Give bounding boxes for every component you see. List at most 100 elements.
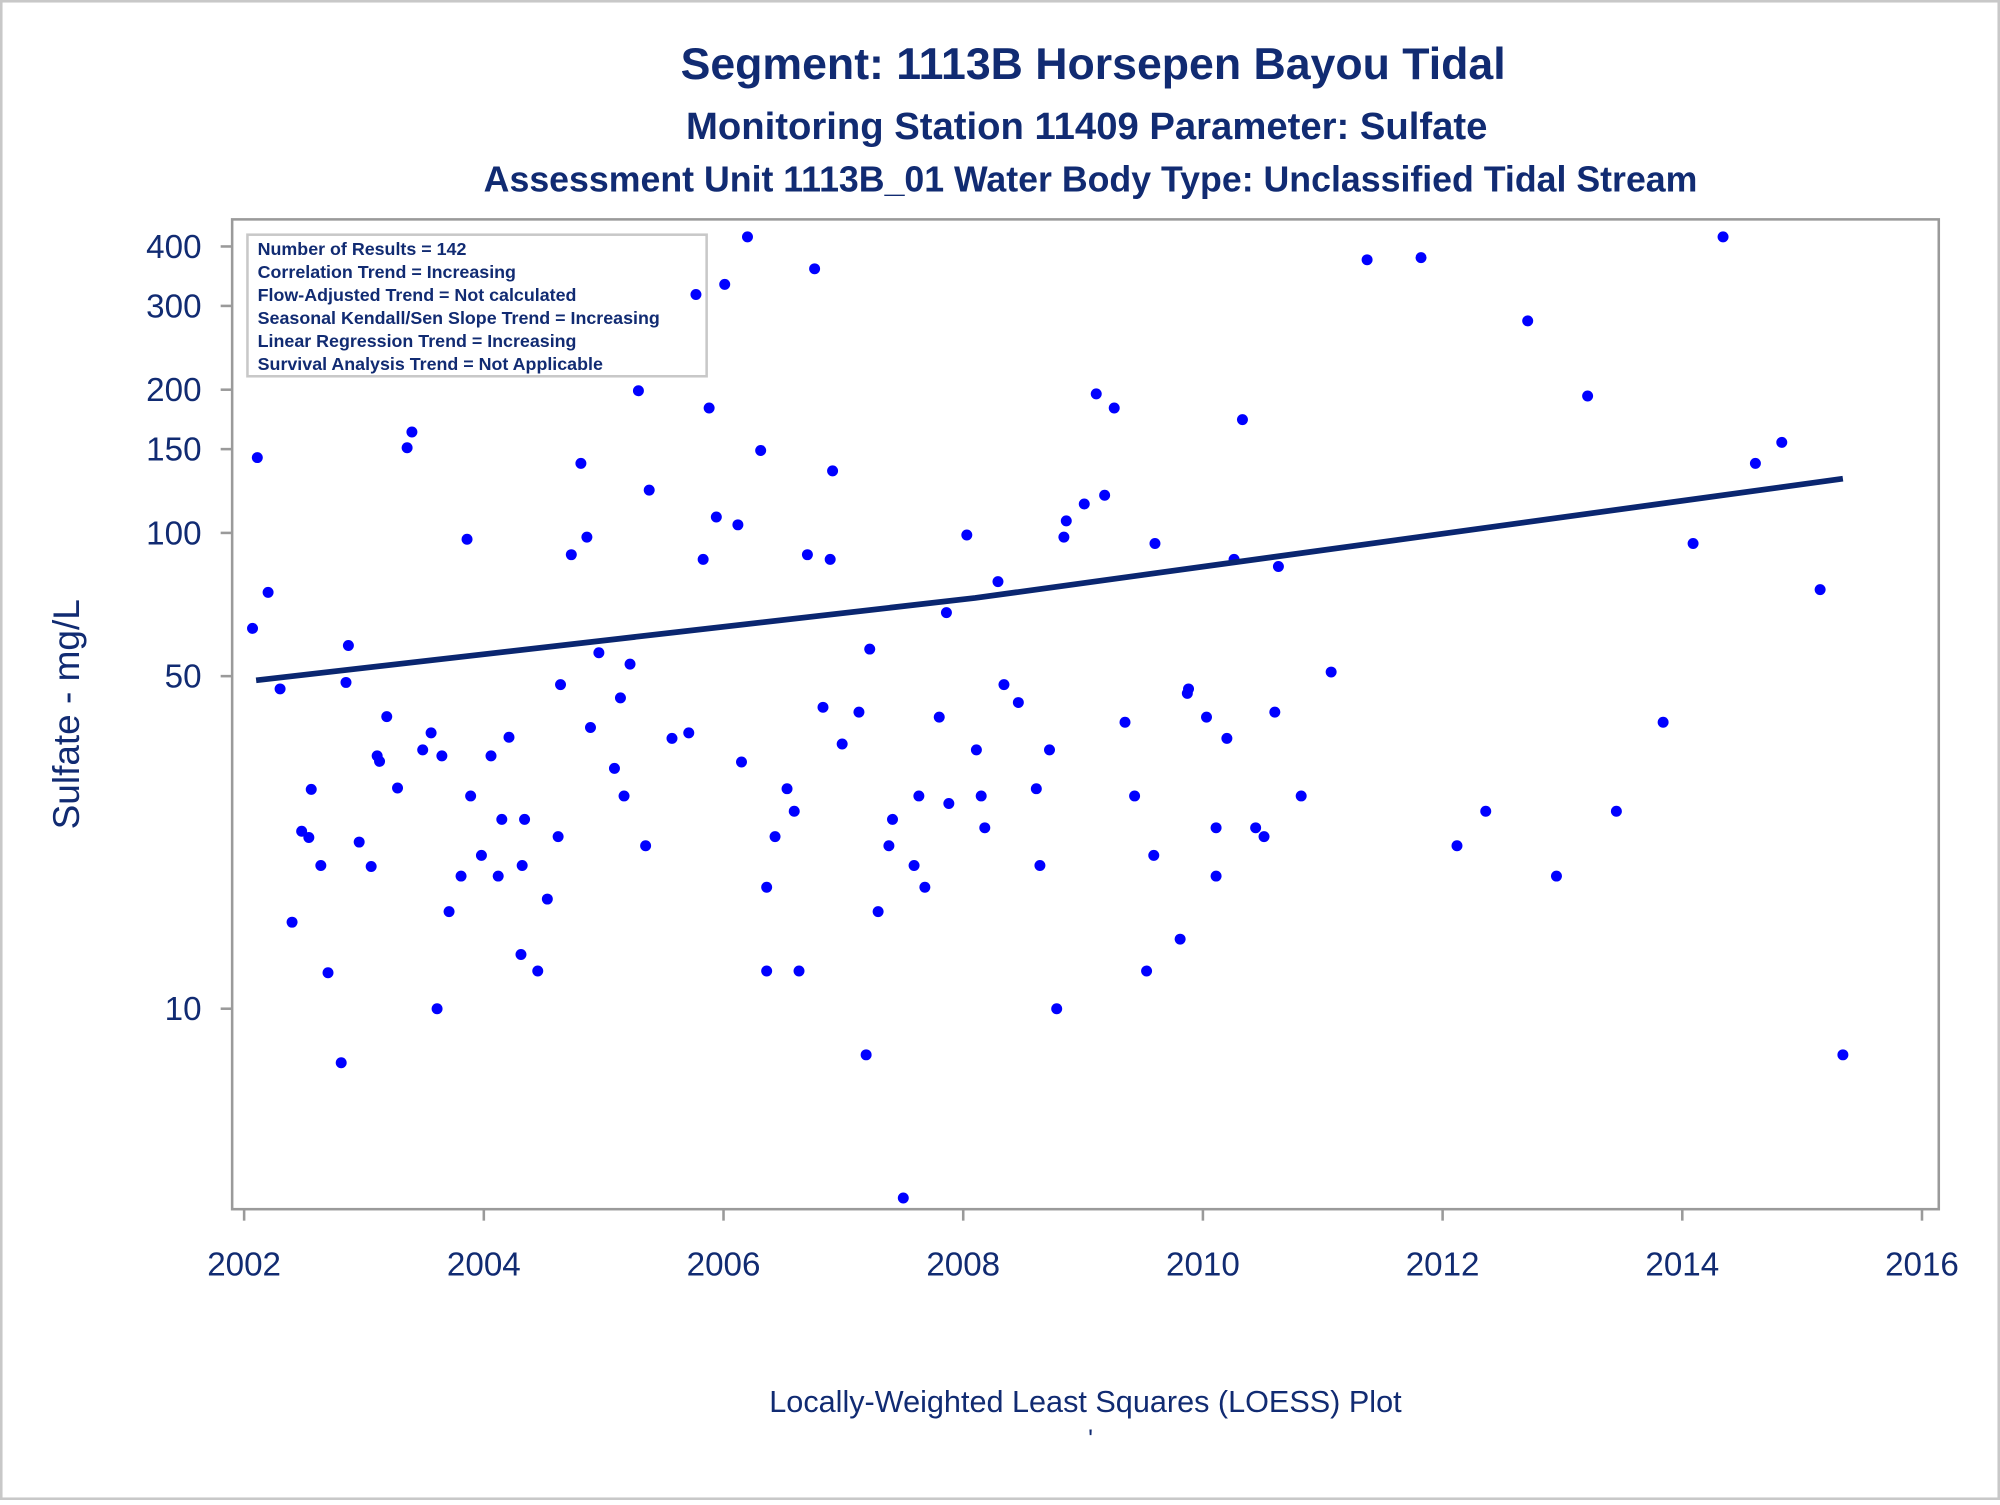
- point: [1776, 436, 1788, 448]
- point: [315, 859, 327, 871]
- point: [1201, 711, 1212, 723]
- chart-title: Segment: 1113B Horsepen Bayou Tidal: [681, 40, 1506, 89]
- point: [608, 762, 620, 774]
- point: [1141, 965, 1153, 977]
- y-tick-label: 100: [146, 515, 201, 552]
- x-tick-label: 2004: [447, 1247, 521, 1284]
- point: [565, 549, 577, 561]
- point: [933, 711, 945, 723]
- point: [809, 263, 821, 275]
- point: [1749, 457, 1761, 469]
- point: [431, 1003, 443, 1015]
- point: [1415, 252, 1427, 264]
- x-tick-label: 2012: [1406, 1247, 1480, 1284]
- point: [872, 906, 884, 918]
- point: [455, 870, 467, 882]
- point: [443, 906, 455, 918]
- point: [801, 549, 813, 561]
- point: [532, 965, 544, 977]
- footnote: Locally-Weighted Least Squares (LOESS) P…: [769, 1385, 1402, 1419]
- footnote: ': [1088, 1426, 1093, 1454]
- point: [1325, 666, 1337, 678]
- point: [614, 692, 626, 704]
- point: [541, 893, 553, 905]
- point: [975, 790, 987, 802]
- point: [897, 1192, 909, 1204]
- point: [1034, 859, 1046, 871]
- point: [761, 881, 773, 893]
- point: [1610, 805, 1622, 817]
- point: [515, 949, 527, 960]
- point: [732, 519, 744, 531]
- point: [1221, 732, 1233, 744]
- point: [1099, 489, 1111, 501]
- point: [475, 849, 487, 861]
- point: [1361, 254, 1373, 266]
- x-tick-label: 2010: [1166, 1247, 1240, 1284]
- point: [340, 676, 352, 688]
- point: [1550, 870, 1562, 882]
- point: [1522, 315, 1534, 327]
- point: [1058, 531, 1070, 543]
- point: [853, 706, 865, 718]
- point: [940, 607, 952, 619]
- point: [1451, 840, 1463, 852]
- point: [503, 731, 515, 743]
- point: [555, 679, 567, 691]
- point: [461, 533, 473, 545]
- point: [1148, 849, 1160, 861]
- point: [593, 647, 605, 659]
- point: [274, 683, 286, 695]
- trend-line: [255, 475, 1844, 684]
- point: [1210, 870, 1222, 882]
- stats-text: Seasonal Kendall/Sen Slope Trend = Incre…: [258, 308, 660, 328]
- point: [710, 511, 722, 523]
- point: [690, 289, 702, 301]
- point: [970, 744, 982, 756]
- point: [575, 457, 587, 469]
- stats-text: Correlation Trend = Increasing: [258, 262, 516, 282]
- point: [624, 658, 636, 670]
- point: [1030, 783, 1042, 795]
- chart-subtitle: Assessment Unit 1113B_01 Water Body Type…: [484, 159, 1698, 199]
- point: [781, 783, 793, 795]
- x-tick-label: 2016: [1885, 1247, 1959, 1284]
- point: [1149, 538, 1161, 549]
- point: [824, 553, 836, 565]
- point: [485, 750, 497, 762]
- point: [425, 727, 437, 739]
- y-tick-label: 300: [146, 288, 201, 325]
- x-tick-label: 2014: [1645, 1247, 1719, 1284]
- point: [342, 639, 354, 651]
- point: [703, 402, 715, 414]
- point: [618, 790, 630, 802]
- point: [552, 831, 564, 843]
- y-tick-label: 10: [165, 991, 202, 1028]
- point: [827, 465, 839, 477]
- point: [581, 531, 593, 543]
- stats-text: Flow-Adjusted Trend = Not calculated: [258, 285, 577, 305]
- point: [1717, 231, 1729, 243]
- point: [836, 738, 848, 750]
- x-tick-label: 2002: [207, 1247, 281, 1284]
- point: [697, 553, 709, 565]
- point: [353, 836, 365, 848]
- point: [492, 870, 504, 882]
- point: [365, 861, 377, 872]
- stats-text: Linear Regression Trend = Increasing: [258, 331, 577, 351]
- point: [247, 622, 259, 634]
- point: [392, 782, 404, 794]
- point: [640, 840, 652, 852]
- point: [1060, 515, 1072, 527]
- point: [979, 822, 991, 834]
- point: [1295, 790, 1307, 802]
- point: [683, 727, 695, 739]
- point: [585, 721, 596, 733]
- point: [817, 701, 829, 713]
- point: [417, 744, 429, 756]
- point: [322, 967, 334, 979]
- stats-text: Number of Results = 142: [258, 239, 467, 259]
- point: [465, 790, 477, 802]
